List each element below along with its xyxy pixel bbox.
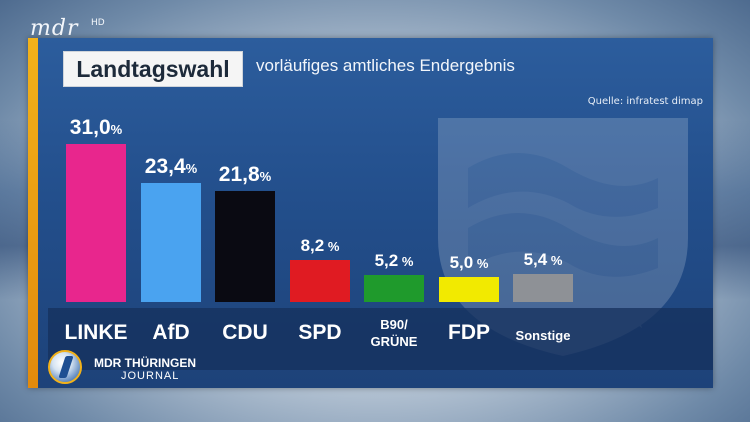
- category-label-strip: [48, 308, 713, 370]
- chart-title: Landtagswahl: [76, 56, 230, 82]
- bar-fdp: [439, 277, 499, 302]
- value-label: 23,4%: [144, 155, 198, 178]
- value-label: 5,0 %: [449, 253, 489, 272]
- bar-afd: [141, 183, 201, 302]
- category-label: CDU: [222, 321, 268, 344]
- chart-panel: Landtagswahl vorläufiges amtliches Ender…: [28, 38, 713, 388]
- category-label: Sonstige: [515, 328, 571, 343]
- bar-cdu: [215, 191, 275, 302]
- category-label: LINKE: [64, 321, 128, 344]
- bar-sonstige: [513, 274, 573, 302]
- bar-spd: [290, 260, 350, 302]
- accent-stripe: [28, 38, 38, 388]
- show-subname: JOURNAL: [121, 370, 180, 382]
- source-note: Quelle: infratest dimap: [587, 96, 703, 107]
- value-label: 31,0%: [69, 116, 123, 139]
- chart-subtitle: vorläufiges amtliches Endergebnis: [256, 56, 515, 75]
- mdr-logo: mdr: [30, 16, 79, 41]
- category-label: B90/ GRÜNE: [370, 317, 418, 349]
- value-label: 5,4 %: [523, 250, 563, 269]
- category-label: SPD: [298, 321, 342, 344]
- category-label: AfD: [152, 321, 190, 344]
- value-label: 8,2 %: [300, 236, 340, 255]
- value-label: 5,2 %: [374, 251, 414, 270]
- category-label: FDP: [448, 321, 490, 344]
- value-label: 21,8%: [218, 163, 272, 186]
- bar-linke: [66, 144, 126, 302]
- hd-label: HD: [91, 18, 105, 28]
- bar-b90-gr-ne: [364, 275, 424, 302]
- title-box: Landtagswahl: [63, 51, 243, 87]
- show-name: MDR THÜRINGEN: [94, 356, 196, 370]
